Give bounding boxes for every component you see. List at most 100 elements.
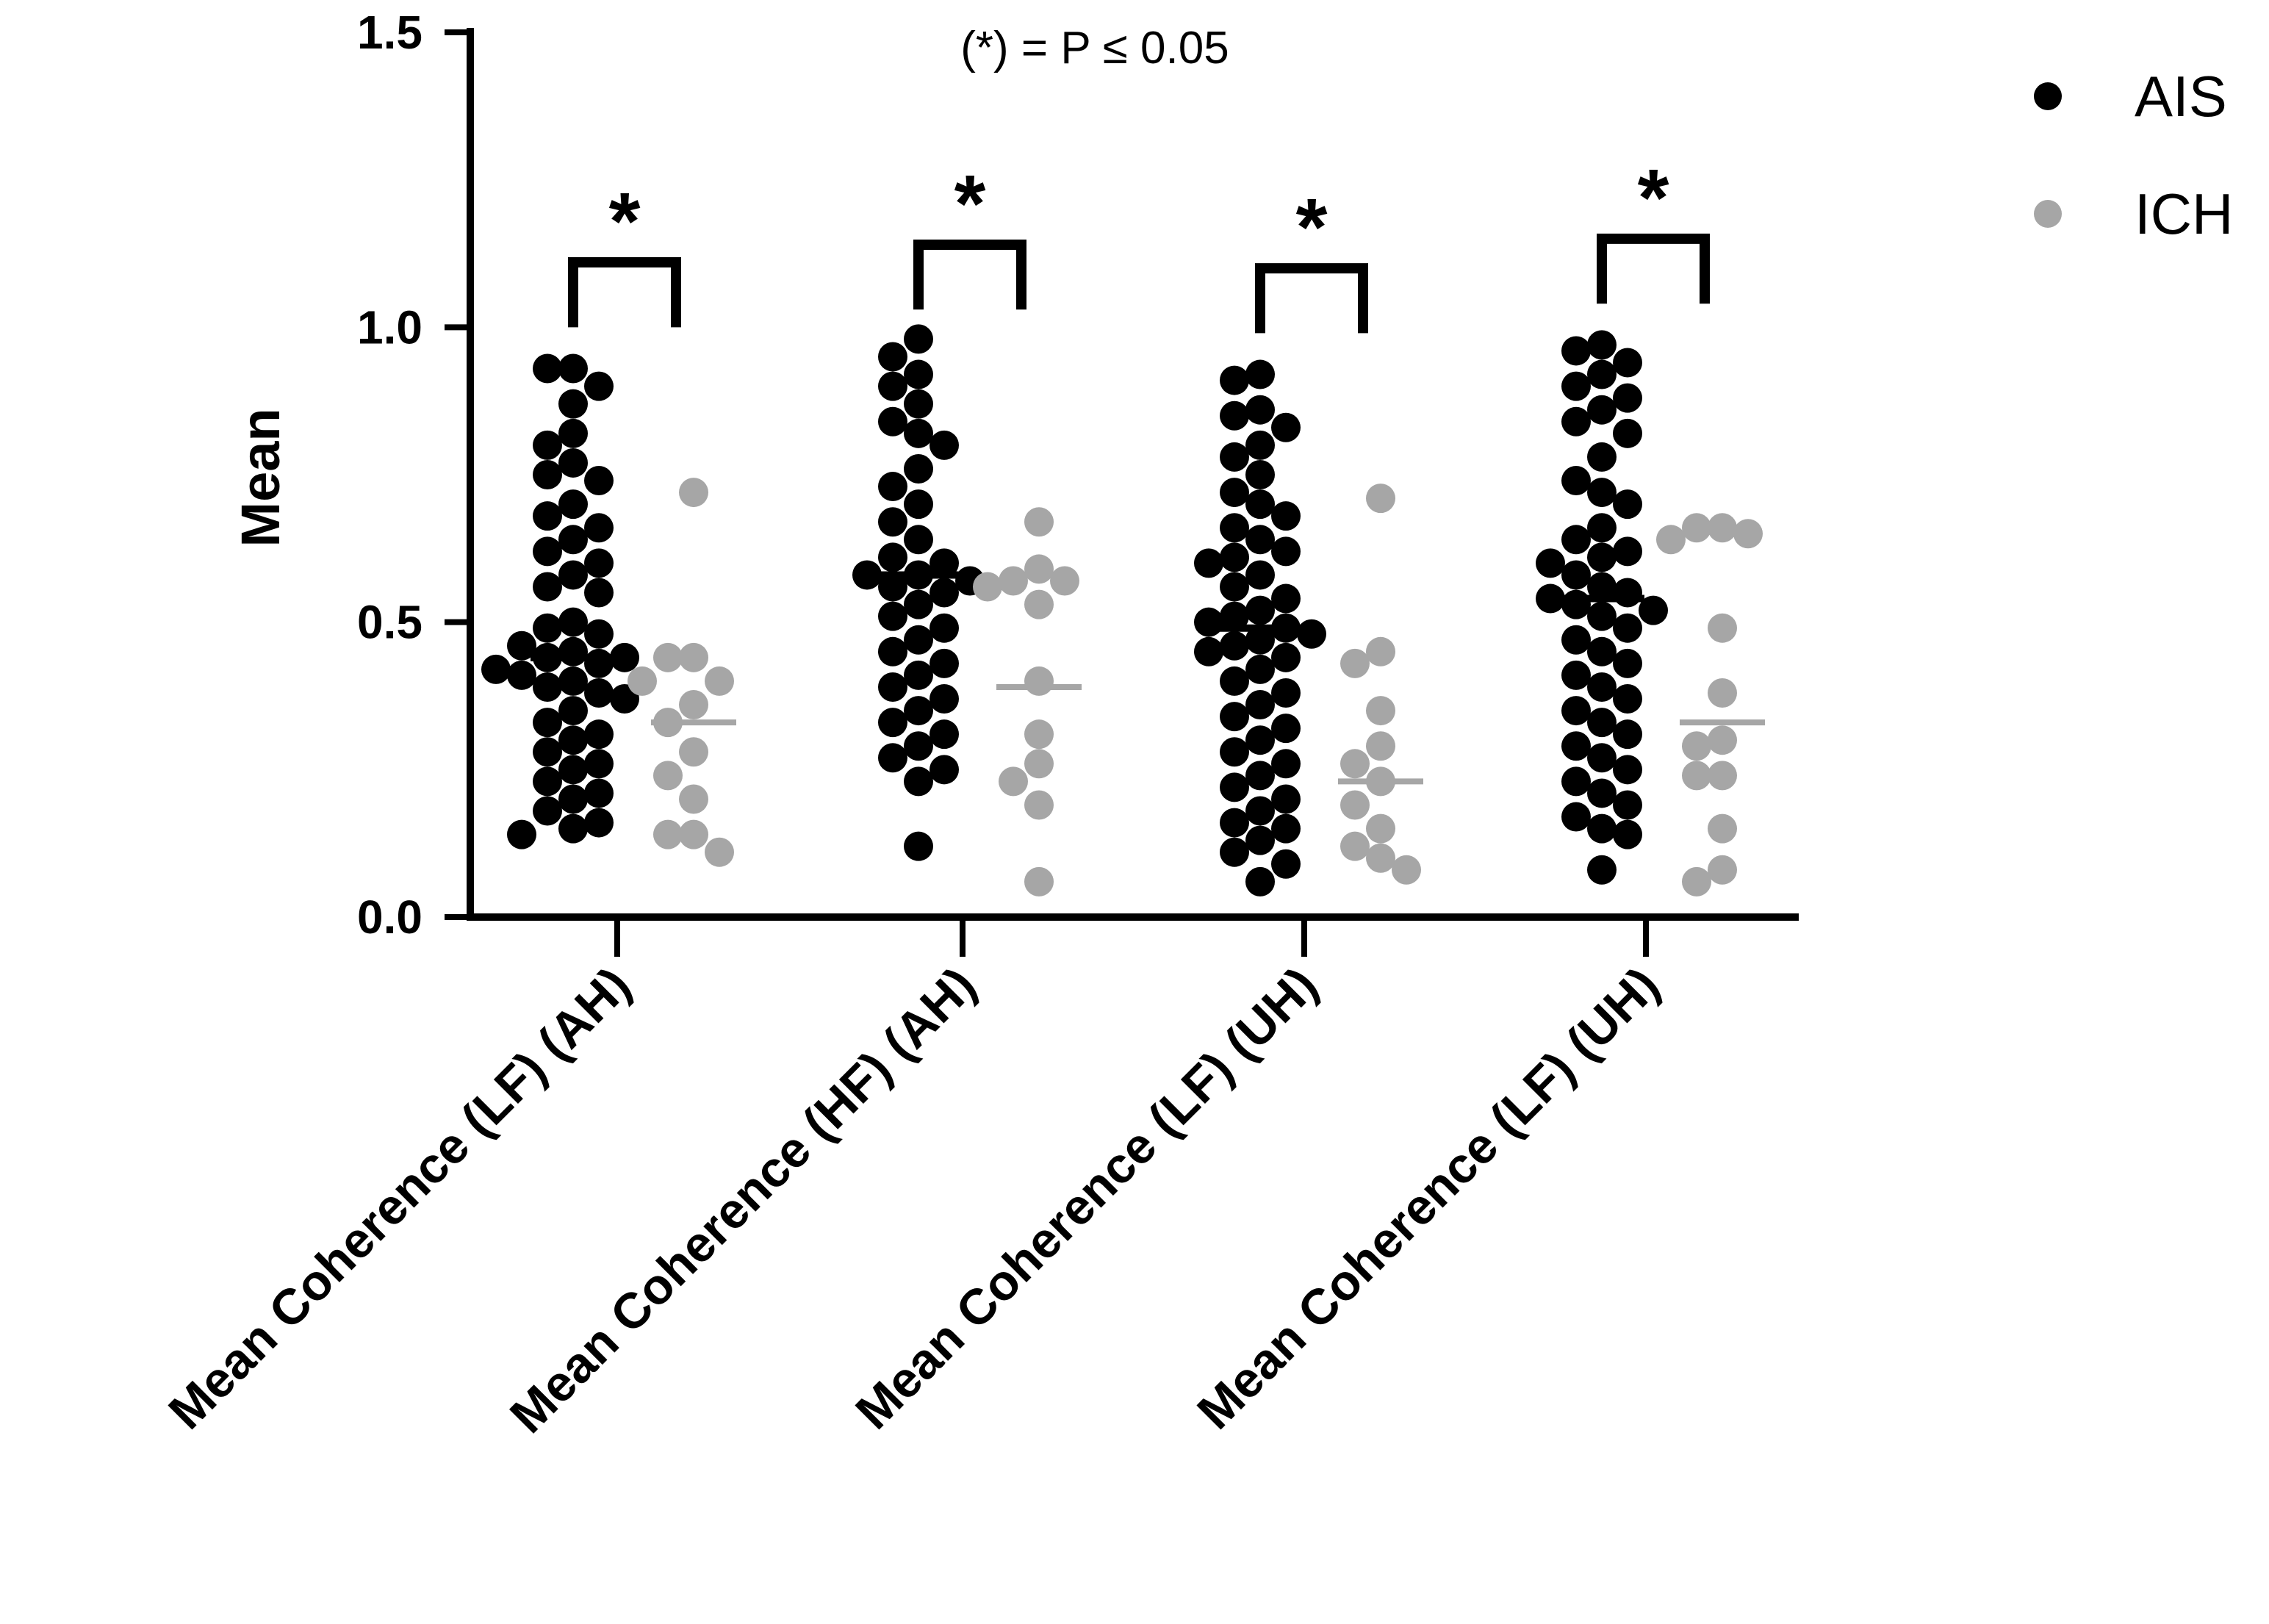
axes [467, 28, 1799, 921]
legend: AIS ICH [2034, 64, 2233, 246]
ich-point [1392, 855, 1421, 885]
ich-point [1024, 554, 1054, 584]
ais-point [558, 448, 588, 478]
ais-point [1561, 802, 1591, 832]
ais-point [610, 642, 639, 672]
ais-point [1587, 601, 1617, 631]
ais-point [558, 489, 588, 520]
ais-point [1587, 743, 1617, 773]
ich-point [1024, 666, 1054, 696]
ais-point [1271, 714, 1301, 744]
ais-point [533, 501, 562, 531]
ais-point [1220, 442, 1249, 472]
ais-point [878, 472, 907, 502]
ais-point [558, 813, 588, 844]
ich-point [679, 737, 708, 767]
ais-point [507, 630, 536, 661]
ais-point [929, 755, 959, 785]
ich-point [1708, 725, 1737, 755]
ais-point [1271, 784, 1301, 814]
ais-point [1587, 672, 1617, 702]
ais-point [904, 660, 933, 690]
ais-point [1536, 548, 1565, 578]
ais-point [1587, 330, 1617, 360]
ich-point [1340, 790, 1370, 820]
significance-star: * [1296, 182, 1328, 273]
ich-point [1656, 525, 1686, 555]
ais-point [584, 371, 614, 401]
legend-label-ais: AIS [2135, 64, 2227, 129]
ais-point [533, 672, 562, 702]
ich-point [1024, 866, 1054, 897]
ais-point [1613, 755, 1642, 785]
ich-point [1050, 566, 1079, 596]
ais-point [1613, 790, 1642, 820]
ich-point [1024, 749, 1054, 779]
ais-point [1220, 837, 1249, 867]
ais-point [481, 654, 511, 684]
ich-point [1340, 648, 1370, 678]
legend-label-ich: ICH [2135, 182, 2233, 246]
ais-point [558, 725, 588, 755]
ais-point [904, 525, 933, 555]
significance-bracket [568, 257, 681, 328]
x-axis-ticks: Mean Coherence (LF) (AH)Mean Coherence (… [158, 917, 1670, 1444]
y-tick-label: 1.5 [357, 6, 422, 59]
ais-point [1271, 583, 1301, 614]
ich-point [679, 690, 708, 720]
ais-point [533, 796, 562, 826]
ais-point [1220, 513, 1249, 543]
ais-point [904, 324, 933, 354]
ais-point [878, 507, 907, 537]
ais-point [533, 536, 562, 567]
ais-point [1220, 365, 1249, 395]
ich-point [1340, 831, 1370, 861]
ich-point [1366, 696, 1395, 726]
ais-point [929, 578, 959, 608]
ais-point [1587, 395, 1617, 425]
ais-point [584, 719, 614, 750]
significance-bracket [913, 239, 1026, 310]
ich-point [1708, 678, 1737, 708]
ais-point [584, 513, 614, 543]
ais-point [558, 560, 588, 590]
ais-point [1271, 749, 1301, 779]
ais-point [533, 353, 562, 384]
ais-point [852, 560, 882, 590]
significance-star: * [954, 159, 986, 249]
ich-point [973, 572, 1002, 602]
y-axis-ticks: 0.0 0.5 1.0 1.5 [357, 6, 470, 944]
ais-point [1245, 625, 1275, 655]
ich-point [1340, 749, 1370, 779]
significance-bracket [1597, 233, 1710, 304]
ais-point [1613, 348, 1642, 378]
ais-point [1561, 406, 1591, 436]
ais-point [1613, 684, 1642, 714]
y-tick-label: 0.5 [357, 596, 422, 649]
ais-point [1613, 613, 1642, 643]
ais-point [1639, 595, 1668, 625]
ais-point [1220, 772, 1249, 802]
ais-point [1587, 442, 1617, 472]
ich-point [1682, 866, 1711, 897]
ich-point [705, 666, 734, 696]
ais-point [1220, 737, 1249, 767]
ais-point [1587, 778, 1617, 808]
ais-point [1245, 690, 1275, 720]
ais-point [904, 359, 933, 389]
ais-point [558, 636, 588, 667]
ais-point [1587, 513, 1617, 543]
ais-point [558, 666, 588, 696]
ich-point [679, 819, 708, 849]
ais-point [1245, 825, 1275, 855]
ais-point [1561, 660, 1591, 690]
ais-point [878, 572, 907, 602]
ais-point [584, 548, 614, 578]
ais-point [1220, 400, 1249, 431]
ais-point [584, 808, 614, 838]
ais-point [1613, 536, 1642, 567]
ais-point [507, 819, 536, 849]
ais-point [904, 418, 933, 448]
ais-point [1561, 560, 1591, 590]
ais-point [1245, 460, 1275, 489]
